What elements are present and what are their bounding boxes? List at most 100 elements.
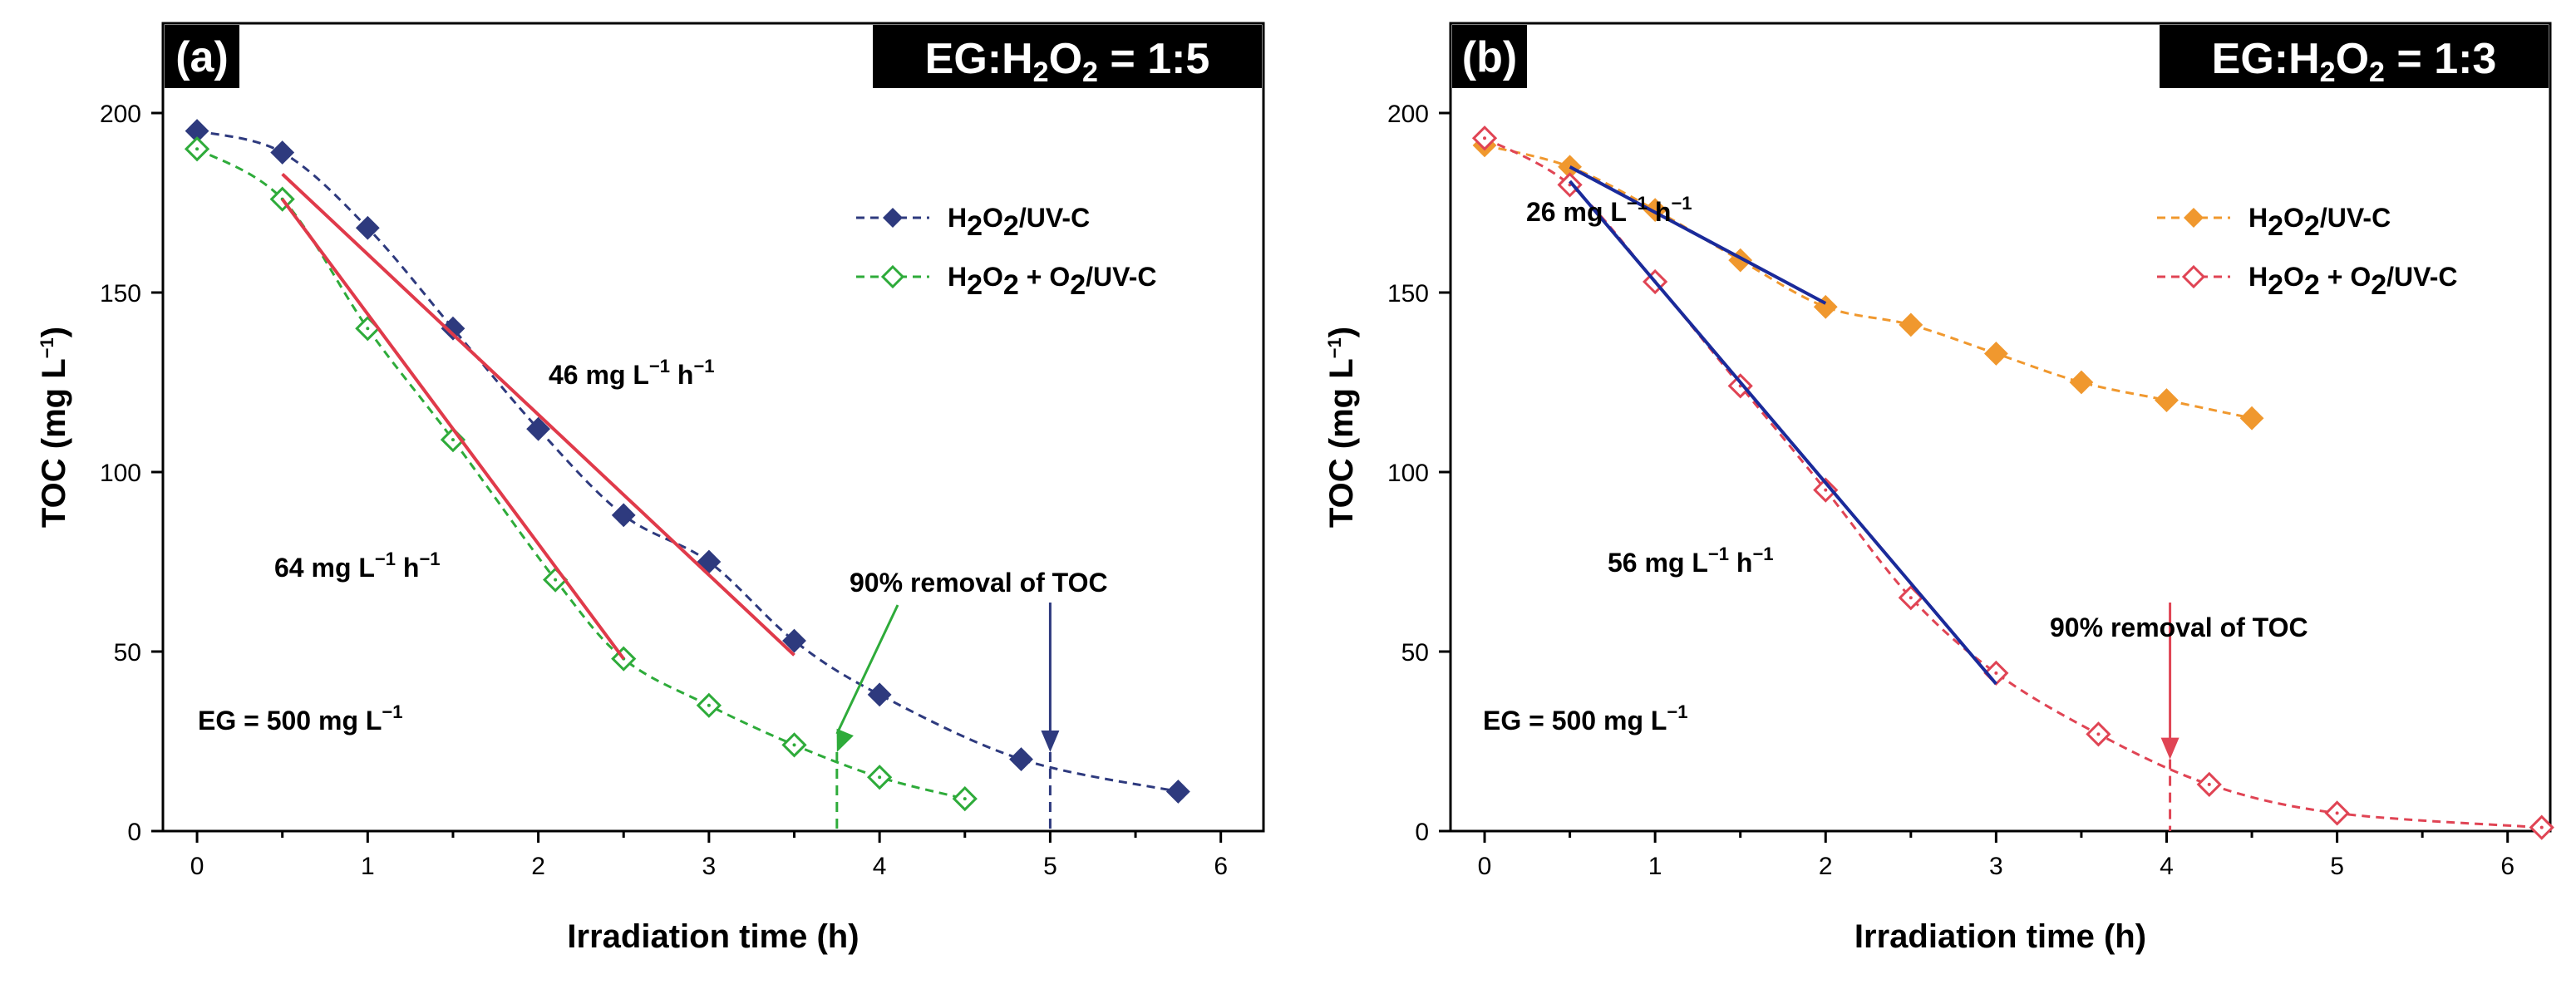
fit-line	[1569, 180, 1997, 686]
legend-label: H2O2 + O2/UV-C	[2248, 262, 2457, 301]
data-point-center	[1994, 671, 1998, 675]
data-point	[782, 628, 806, 653]
data-point	[2239, 406, 2264, 430]
data-point	[1899, 312, 1923, 337]
x-tick-label: 0	[1478, 853, 1492, 880]
x-tick-label: 4	[873, 853, 887, 880]
legend-marker	[2181, 264, 2206, 289]
legend-marker	[883, 208, 903, 228]
y-tick-label: 100	[100, 460, 141, 487]
x-tick-label: 1	[1648, 853, 1662, 880]
data-point	[270, 140, 295, 165]
legend-label: H2O2/UV-C	[948, 203, 1090, 242]
removal-label: 90% removal of TOC	[850, 568, 1108, 598]
x-tick-label: 2	[1819, 853, 1833, 880]
panel-label-bg	[165, 25, 239, 88]
panel-label-bg	[1452, 25, 1527, 88]
legend-label: H2O2/UV-C	[2248, 203, 2391, 242]
data-point-center	[2335, 811, 2339, 815]
x-tick-label: 4	[2160, 853, 2174, 880]
x-tick-label: 1	[361, 853, 375, 880]
ratio-label-bg	[2160, 25, 2549, 88]
legend-marker	[880, 264, 905, 289]
data-point-center	[195, 147, 199, 151]
panel-a: 0 1 2 3 4 5 6 0 50 100 150 200 Irradiation time (h) T…	[36, 22, 1265, 955]
data-point	[611, 503, 636, 528]
fit-line	[281, 198, 625, 660]
legend-marker	[2184, 208, 2204, 228]
data-point-center	[1909, 596, 1913, 600]
ratio-label: EG:H2O2 = 1:5	[925, 35, 1210, 88]
y-axis-label: TOC (mg L−1)	[36, 327, 72, 528]
x-tick-label: 2	[531, 853, 545, 880]
fit-line	[281, 172, 795, 657]
data-point	[2069, 370, 2094, 395]
rate-label: 56 mg L−1 h−1	[1608, 544, 1774, 578]
removal-arrow-head	[836, 728, 854, 752]
y-tick-label: 150	[100, 280, 141, 308]
y-tick-label: 0	[1415, 819, 1429, 846]
plot-frame	[161, 22, 1265, 833]
eg-label: EG = 500 mg L−1	[198, 701, 403, 736]
removal-label: 90% removal of TOC	[2050, 613, 2308, 642]
x-axis-label: Irradiation time (h)	[1854, 918, 2146, 955]
removal-arrow-head	[1041, 730, 1060, 752]
data-point-center	[792, 743, 796, 747]
legend-label: H2O2 + O2/UV-C	[948, 262, 1156, 301]
plot-frame	[1449, 22, 2552, 833]
y-axis-label: TOC (mg L−1)	[1323, 327, 1360, 528]
panel-label: (b)	[1462, 33, 1517, 81]
data-point-center	[451, 438, 455, 442]
series-line	[196, 130, 1179, 793]
data-point	[697, 549, 722, 574]
data-point	[441, 316, 465, 341]
ratio-label-bg	[873, 25, 1262, 88]
x-tick-label: 3	[702, 853, 717, 880]
rate-label: 64 mg L−1 h−1	[274, 549, 441, 583]
data-point-center	[963, 797, 967, 801]
fit-line	[1569, 165, 1827, 305]
x-tick-label: 0	[190, 853, 204, 880]
data-point	[1009, 747, 1033, 772]
removal-arrow-shaft	[835, 604, 899, 735]
x-tick-label: 6	[1214, 853, 1228, 880]
y-tick-label: 0	[127, 819, 141, 846]
y-tick-label: 50	[114, 639, 141, 667]
data-point	[1165, 780, 1190, 804]
panel-b: 0 1 2 3 4 5 6 0 50 100 150 200 Irradiation time (h) T…	[1323, 22, 2554, 955]
ratio-label: EG:H2O2 = 1:3	[2212, 35, 2497, 88]
data-point	[1643, 198, 1667, 223]
data-point	[2155, 388, 2179, 413]
x-tick-label: 5	[2330, 853, 2344, 880]
y-tick-label: 100	[1387, 460, 1429, 487]
eg-label: EG = 500 mg L−1	[1483, 701, 1688, 736]
series-line	[1484, 144, 2253, 420]
data-point-center	[2539, 825, 2544, 829]
x-axis-label: Irradiation time (h)	[567, 918, 859, 955]
y-tick-label: 50	[1401, 639, 1429, 667]
data-point-center	[1483, 136, 1487, 140]
y-tick-label: 200	[1387, 101, 1429, 128]
data-point	[1983, 342, 2008, 366]
series-line	[196, 147, 966, 800]
rate-label: 26 mg L−1 h−1	[1526, 193, 1692, 227]
data-point	[526, 416, 551, 441]
data-point-center	[366, 327, 370, 331]
y-tick-label: 200	[100, 101, 141, 128]
data-point	[355, 215, 380, 240]
data-point-center	[2207, 782, 2211, 786]
panel-label: (a)	[175, 33, 229, 81]
y-tick-label: 150	[1387, 280, 1429, 308]
data-point-center	[1824, 488, 1828, 492]
x-tick-label: 3	[1989, 853, 2003, 880]
data-point-center	[554, 578, 558, 582]
rate-label: 46 mg L−1 h−1	[549, 356, 715, 390]
x-tick-label: 6	[2500, 853, 2514, 880]
x-tick-label: 5	[1043, 853, 1057, 880]
removal-arrow-head	[2160, 737, 2180, 760]
data-point-center	[707, 703, 711, 707]
data-point-center	[2096, 732, 2101, 736]
data-point	[867, 682, 892, 707]
data-point-center	[878, 775, 882, 780]
